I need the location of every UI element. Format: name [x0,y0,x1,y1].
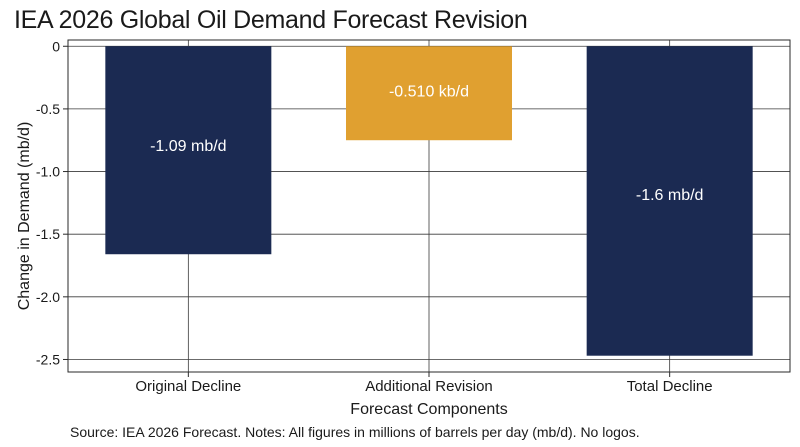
x-tick-label: Original Decline [135,378,241,395]
y-tick-label: 0 [52,38,60,54]
x-axis-label: Forecast Components [350,401,507,418]
bars [105,46,753,356]
y-tick-label: -2.5 [36,351,60,367]
plot-frame [67,39,791,373]
bar [346,46,512,141]
bar-data-label: -0.510 kb/d [389,83,469,100]
source-note: Source: IEA 2026 Forecast. Notes: All fi… [70,424,640,440]
x-tick-label: Total Decline [627,378,713,395]
y-tick-label: -0.5 [36,101,60,117]
bar-data-label: -1.6 mb/d [636,187,704,204]
y-axis-label: Change in Demand (mb/d) [16,122,33,311]
bar [586,46,753,356]
y-tick-label: -2.0 [36,289,60,305]
bar-data-label: -1.09 mb/d [150,138,226,155]
y-tick-label: -1.0 [36,164,60,180]
y-tick-label: -1.5 [36,226,60,242]
x-tick-label: Additional Revision [365,378,493,395]
y-tick-labels: 0 -0.5 -1.0 -1.5 -2.0 -2.5 [36,38,60,367]
chart-title: IEA 2026 Global Oil Demand Forecast Revi… [14,6,528,34]
bar [105,46,272,255]
x-tick-labels: Original Decline Additional Revision Total… [135,378,712,395]
data-labels: -1.09 mb/d -0.510 kb/d -1.6 mb/d [150,83,703,203]
